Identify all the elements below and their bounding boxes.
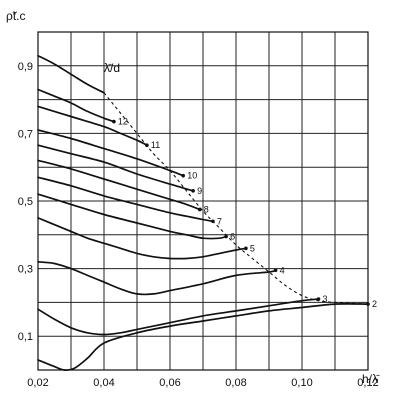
y-tick-label: 0,9 [18,61,33,73]
x-tick-label: 0,12 [357,377,378,389]
series-label: 12 [118,117,128,127]
series-line [37,88,115,123]
series-end-point [366,302,370,306]
series-line [37,260,277,296]
y-tick-label: 0,7 [18,128,33,140]
series-end-point [197,207,202,212]
series-line [37,144,194,192]
series-end-point [224,234,228,239]
plot-frame [37,31,369,371]
series-end-point [191,189,195,193]
grid [37,31,369,371]
tick-labels: 0,02 0,04 0,06 0,08 0,10 0,12 0,1 0,3 0,5 0,7 0,9 [18,61,379,389]
series-end-point [244,246,248,251]
x-axis-title: h/λ̄ [362,372,380,386]
series-line [37,129,185,177]
series-line [37,176,214,223]
x-tick-label: 0,08 [225,377,246,389]
series-label: 3 [323,294,328,304]
series-end-point [181,173,185,178]
envelope-title: λ̄/d [104,61,120,75]
series-end-point [112,119,116,124]
curves [37,54,369,371]
x-tick-label: 0,04 [93,377,114,389]
series-label: 8 [204,204,209,214]
series-label: 10 [187,171,197,181]
series-label: 4 [280,265,285,275]
series-label: 9 [197,186,202,196]
series-end-point [273,268,278,273]
series-end-point [145,143,149,148]
series-line [37,302,369,371]
series-line [37,193,227,240]
y-tick-label: 0,5 [18,196,33,208]
x-tick-label: 0,02 [27,377,48,389]
y-tick-label: 0,1 [18,331,33,343]
series-line [37,217,247,260]
series-label: 5 [250,243,255,253]
series-end-point [211,219,215,224]
x-tick-label: 0,10 [291,377,312,389]
series-line [37,54,105,94]
y-tick-label: 0,3 [18,264,33,276]
series-label: 7 [217,216,222,226]
series-label: 11 [151,140,160,150]
series-line [37,105,148,147]
x-tick-label: 0,06 [159,377,180,389]
series-line [37,159,201,211]
series-label: 6 [230,231,235,241]
series-label: 2 [372,299,377,309]
series-end-point [316,297,321,301]
y-axis-title: ρ̃t.c [6,9,26,23]
series-line [37,298,320,336]
